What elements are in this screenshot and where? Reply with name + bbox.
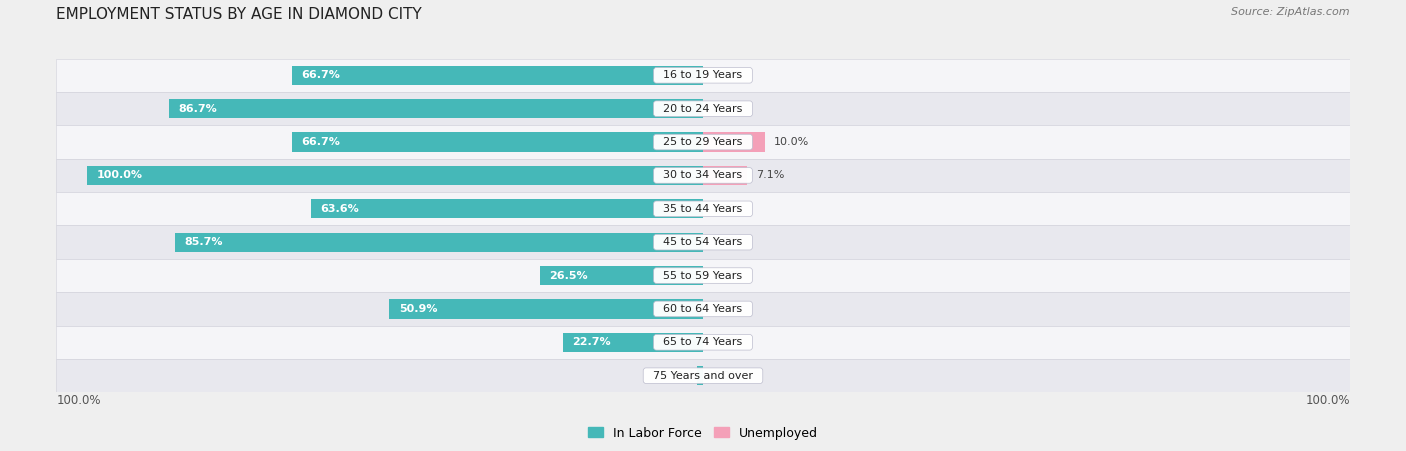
Bar <box>169 99 703 118</box>
Bar <box>564 333 703 352</box>
Text: 0.0%: 0.0% <box>713 304 741 314</box>
Text: 63.6%: 63.6% <box>321 204 360 214</box>
Text: 65 to 74 Years: 65 to 74 Years <box>657 337 749 347</box>
Text: 16 to 19 Years: 16 to 19 Years <box>657 70 749 80</box>
Text: 50.9%: 50.9% <box>399 304 437 314</box>
Bar <box>56 92 1350 125</box>
Text: 26.5%: 26.5% <box>548 271 588 281</box>
Text: 100.0%: 100.0% <box>1305 394 1350 407</box>
Bar <box>703 166 747 185</box>
Bar <box>87 166 703 185</box>
Text: 25 to 29 Years: 25 to 29 Years <box>657 137 749 147</box>
Text: 100.0%: 100.0% <box>56 394 101 407</box>
Text: 100.0%: 100.0% <box>96 170 142 180</box>
Text: 66.7%: 66.7% <box>301 70 340 80</box>
Text: 45 to 54 Years: 45 to 54 Years <box>657 237 749 247</box>
Text: 0.0%: 0.0% <box>713 204 741 214</box>
Bar <box>703 133 765 152</box>
Bar <box>389 299 703 318</box>
Bar <box>56 192 1350 226</box>
Text: 66.7%: 66.7% <box>301 137 340 147</box>
Bar <box>56 292 1350 326</box>
Bar <box>56 59 1350 92</box>
Text: 0.9%: 0.9% <box>659 371 688 381</box>
Text: 22.7%: 22.7% <box>572 337 612 347</box>
Bar <box>56 226 1350 259</box>
Text: 55 to 59 Years: 55 to 59 Years <box>657 271 749 281</box>
Bar <box>56 326 1350 359</box>
Text: 30 to 34 Years: 30 to 34 Years <box>657 170 749 180</box>
Bar <box>292 133 703 152</box>
Bar <box>292 66 703 85</box>
Bar <box>311 199 703 218</box>
Bar <box>56 359 1350 392</box>
Text: 0.0%: 0.0% <box>713 104 741 114</box>
Text: 20 to 24 Years: 20 to 24 Years <box>657 104 749 114</box>
Text: 0.0%: 0.0% <box>713 371 741 381</box>
Text: 85.7%: 85.7% <box>184 237 224 247</box>
Text: 60 to 64 Years: 60 to 64 Years <box>657 304 749 314</box>
Bar <box>56 125 1350 159</box>
Bar <box>697 366 703 385</box>
Bar <box>540 266 703 285</box>
Text: 10.0%: 10.0% <box>773 137 808 147</box>
Text: 0.0%: 0.0% <box>713 237 741 247</box>
Text: 0.0%: 0.0% <box>713 271 741 281</box>
Text: 7.1%: 7.1% <box>756 170 785 180</box>
Bar <box>56 159 1350 192</box>
Text: 0.0%: 0.0% <box>713 70 741 80</box>
Text: 35 to 44 Years: 35 to 44 Years <box>657 204 749 214</box>
Bar <box>176 233 703 252</box>
Text: 75 Years and over: 75 Years and over <box>645 371 761 381</box>
Legend: In Labor Force, Unemployed: In Labor Force, Unemployed <box>588 427 818 440</box>
Text: Source: ZipAtlas.com: Source: ZipAtlas.com <box>1232 7 1350 17</box>
Text: EMPLOYMENT STATUS BY AGE IN DIAMOND CITY: EMPLOYMENT STATUS BY AGE IN DIAMOND CITY <box>56 7 422 22</box>
Text: 86.7%: 86.7% <box>179 104 217 114</box>
Bar <box>56 259 1350 292</box>
Text: 0.0%: 0.0% <box>713 337 741 347</box>
